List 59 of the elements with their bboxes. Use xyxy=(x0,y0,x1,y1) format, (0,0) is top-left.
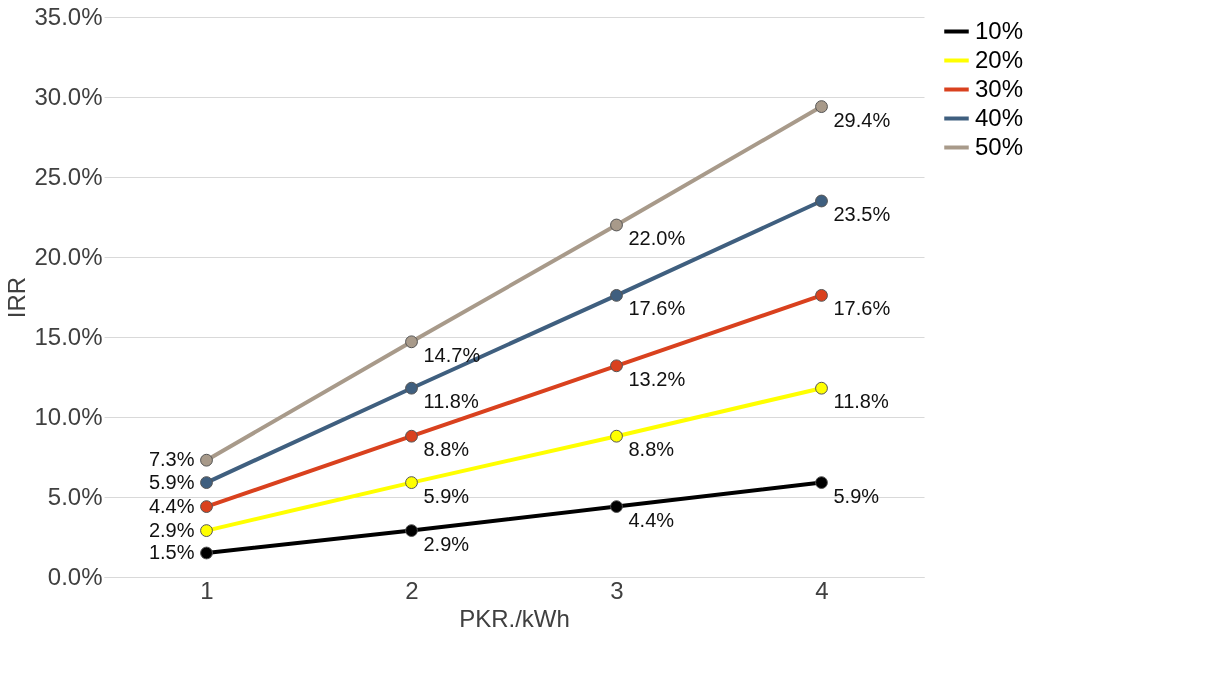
y-tick-label: 35.0% xyxy=(34,2,103,30)
data-label: 22.0% xyxy=(628,227,686,249)
data-label: 13.2% xyxy=(628,367,686,390)
legend-label: 30% xyxy=(975,74,1024,102)
data-label: 17.6% xyxy=(833,297,891,320)
data-label: 8.8% xyxy=(628,438,675,461)
point xyxy=(610,359,623,373)
point xyxy=(610,218,623,232)
data-label: 2.9% xyxy=(423,532,470,555)
legend-label: 50% xyxy=(975,132,1024,160)
x-tick-label: 1 xyxy=(200,576,214,604)
point xyxy=(815,100,828,113)
legend-label: 20% xyxy=(975,45,1024,73)
data-label: 11.8% xyxy=(833,390,889,413)
x-axis-title: PKR./kWh xyxy=(459,604,570,632)
point xyxy=(405,476,418,489)
data-label: 11.8% xyxy=(423,390,479,413)
point xyxy=(405,381,418,395)
y-tick-label: 30.0% xyxy=(34,82,103,110)
point xyxy=(815,381,828,395)
point xyxy=(200,500,213,513)
point xyxy=(610,500,623,513)
data-label: 14.7% xyxy=(423,343,481,366)
data-label: 8.8% xyxy=(423,438,470,461)
point xyxy=(815,289,828,302)
data-label: 7.3% xyxy=(148,448,195,471)
data-label: 1.5% xyxy=(148,541,195,563)
y-tick-label: 10.0% xyxy=(34,402,103,430)
y-tick-label: 5.0% xyxy=(47,482,103,510)
point xyxy=(610,429,623,443)
point xyxy=(200,453,213,467)
data-label: 5.9% xyxy=(148,470,195,493)
point xyxy=(815,194,828,208)
y-tick-label: 15.0% xyxy=(34,322,103,350)
point xyxy=(200,546,213,560)
point xyxy=(405,335,418,349)
legend-label: 10% xyxy=(975,16,1024,44)
data-label: 17.6% xyxy=(628,297,686,320)
data-label: 23.5% xyxy=(833,203,891,225)
legend-label: 40% xyxy=(975,103,1024,131)
x-tick-label: 2 xyxy=(405,576,419,604)
point xyxy=(405,429,418,443)
point xyxy=(610,289,623,302)
y-tick-label: 25.0% xyxy=(34,162,103,190)
y-tick-label: 20.0% xyxy=(34,242,103,270)
data-label: 4.4% xyxy=(628,508,675,531)
point xyxy=(200,476,213,489)
data-label: 5.9% xyxy=(423,484,470,507)
data-label: 4.4% xyxy=(148,494,195,517)
x-tick-label: 3 xyxy=(610,576,624,604)
data-label: 2.9% xyxy=(148,518,195,541)
point xyxy=(815,476,828,489)
y-axis-title: IRR xyxy=(3,276,31,319)
point xyxy=(200,524,213,537)
point xyxy=(405,524,418,537)
data-label: 29.4% xyxy=(833,108,891,131)
x-tick-label: 4 xyxy=(815,576,829,604)
data-label: 5.9% xyxy=(833,484,880,507)
y-tick-label: 0.0% xyxy=(47,562,103,590)
